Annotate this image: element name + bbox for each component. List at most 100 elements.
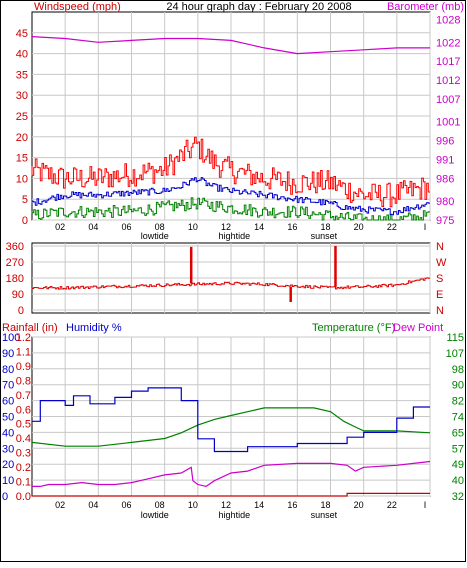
panel3-x-tick-label: 16 <box>287 500 297 510</box>
temperature-tick-label: 32 <box>452 491 464 503</box>
dewpoint-series <box>32 460 431 488</box>
rainfall-tick-label: 1.2 <box>16 332 31 344</box>
barometer-tick-label: 980 <box>436 196 454 208</box>
humidity-tick-label: 10 <box>2 475 14 487</box>
panel3-x-tick-label: 18 <box>320 500 330 510</box>
humidity-tick-label: 80 <box>2 364 14 376</box>
windspeed-tick-label: 40 <box>16 49 28 61</box>
humidity-tick-label: 70 <box>2 380 14 392</box>
compass-tick-label: N <box>436 241 444 253</box>
panel1-content: 02 04 06 08 10 12 14 16 18 20 22 I05101520253035404… <box>16 12 460 241</box>
barometer-label: Barometer (mb) <box>387 1 464 13</box>
windspeed-tick-label: 25 <box>16 111 28 123</box>
panel2-content: 360 N 270 W 180 S 90 E 0 N <box>6 241 447 317</box>
panel3-x-tick-label: 10 <box>188 500 198 510</box>
barometer-tick-label: 1017 <box>436 56 460 68</box>
humidity-label: Humidity % <box>66 322 122 334</box>
temperature-tick-label: 82 <box>452 396 464 408</box>
panel1-x-annotation: hightide <box>219 231 251 241</box>
temperature-tick-label: 40 <box>452 475 464 487</box>
rainfall-tick-label: 0.7 <box>16 390 31 402</box>
compass-tick-label: N <box>436 305 444 317</box>
panel1-x-tick-label: 16 <box>287 222 297 232</box>
chart-title: 24 hour graph day : February 20 2008 <box>166 1 351 13</box>
humidity-tick-label: 100 <box>2 332 20 344</box>
rainfall-tick-label: 0.9 <box>16 361 31 373</box>
barometer-tick-label: 1001 <box>436 117 460 129</box>
rainfall-series <box>32 492 430 497</box>
barometer-tick-label: 996 <box>436 136 454 148</box>
humidity-tick-label: 40 <box>2 427 14 439</box>
rainfall-tick-label: 0.2 <box>16 462 31 474</box>
direction-tick-label: 360 <box>6 241 24 253</box>
temperature-tick-label: 107 <box>446 348 464 360</box>
panel1-x-tick-label: 02 <box>55 222 65 232</box>
windspeed-tick-label: 0 <box>22 215 28 227</box>
compass-tick-label: W <box>436 257 447 269</box>
humidity-tick-label: 0 <box>2 491 8 503</box>
barometer-series <box>31 36 430 55</box>
panel3-x-tick-label: 04 <box>88 500 98 510</box>
windspeed-tick-label: 5 <box>22 194 28 206</box>
windspeed-tick-label: 30 <box>16 90 28 102</box>
panel1-x-tick-label: 04 <box>88 222 98 232</box>
temperature-label: Temperature (°F) <box>312 322 395 334</box>
temperature-tick-label: 74 <box>452 412 464 424</box>
barometer-tick-label: 1007 <box>436 94 460 106</box>
humidity-series <box>32 387 430 453</box>
panel1-x-annotation: lowtide <box>141 231 169 241</box>
panel1-x-tick-label: I <box>424 222 427 232</box>
panel3-x-tick-label: 06 <box>121 500 131 510</box>
barometer-tick-label: 986 <box>436 173 454 185</box>
windspeed-tick-label: 35 <box>16 69 28 81</box>
direction-tick-label: 270 <box>6 257 24 269</box>
panel3-x-tick-label: 14 <box>254 500 264 510</box>
barometer-tick-label: 1022 <box>436 37 460 49</box>
wind-avg-series <box>31 177 430 216</box>
temperature-tick-label: 90 <box>452 380 464 392</box>
dewpoint-label: Dew Point <box>393 322 443 334</box>
rainfall-tick-label: 0.1 <box>16 477 31 489</box>
panel3-x-tick-label: 22 <box>387 500 397 510</box>
temperature-tick-label: 57 <box>452 443 464 455</box>
panel1-x-tick-label: 12 <box>221 222 231 232</box>
temperature-tick-label: 65 <box>452 427 464 439</box>
barometer-tick-label: 1012 <box>436 75 460 87</box>
wind-gust-series <box>31 136 430 208</box>
barometer-tick-label: 975 <box>436 215 454 227</box>
rainfall-tick-label: 0.3 <box>16 448 31 460</box>
temperature-tick-label: 98 <box>452 364 464 376</box>
panel3-x-tick-label: 02 <box>55 500 65 510</box>
panel3-x-tick-label: 20 <box>354 500 364 510</box>
humidity-tick-label: 20 <box>2 459 14 471</box>
panel1-x-tick-label: 08 <box>155 222 165 232</box>
panel3-x-annotation: sunset <box>311 510 338 520</box>
rainfall-tick-label: 0.5 <box>16 419 31 431</box>
barometer-tick-label: 991 <box>436 154 454 166</box>
direction-tick-label: 0 <box>18 305 24 317</box>
wind-direction-series <box>31 277 430 290</box>
windspeed-tick-label: 10 <box>16 173 28 185</box>
windspeed-tick-label: 45 <box>16 28 28 40</box>
panel3-x-tick-label: I <box>424 500 427 510</box>
rainfall-tick-label: 1.1 <box>16 346 31 358</box>
barometer-tick-label: 1028 <box>436 15 460 27</box>
temperature-tick-label: 115 <box>446 332 464 344</box>
compass-tick-label: S <box>436 273 443 285</box>
temperature-series <box>31 407 431 447</box>
windspeed-tick-label: 20 <box>16 132 28 144</box>
panel1-x-tick-label: 18 <box>320 222 330 232</box>
compass-tick-label: E <box>436 289 443 301</box>
panel1-x-annotation: sunset <box>311 231 338 241</box>
humidity-tick-label: 50 <box>2 412 14 424</box>
panel1-x-tick-label: 20 <box>354 222 364 232</box>
panel1-x-tick-label: 14 <box>254 222 264 232</box>
rainfall-tick-label: 0.0 <box>16 491 31 503</box>
humidity-tick-label: 30 <box>2 443 14 455</box>
rainfall-tick-label: 0.8 <box>16 375 31 387</box>
panel1-x-tick-label: 10 <box>188 222 198 232</box>
wind-min-series <box>31 197 430 221</box>
direction-tick-label: 180 <box>6 273 24 285</box>
